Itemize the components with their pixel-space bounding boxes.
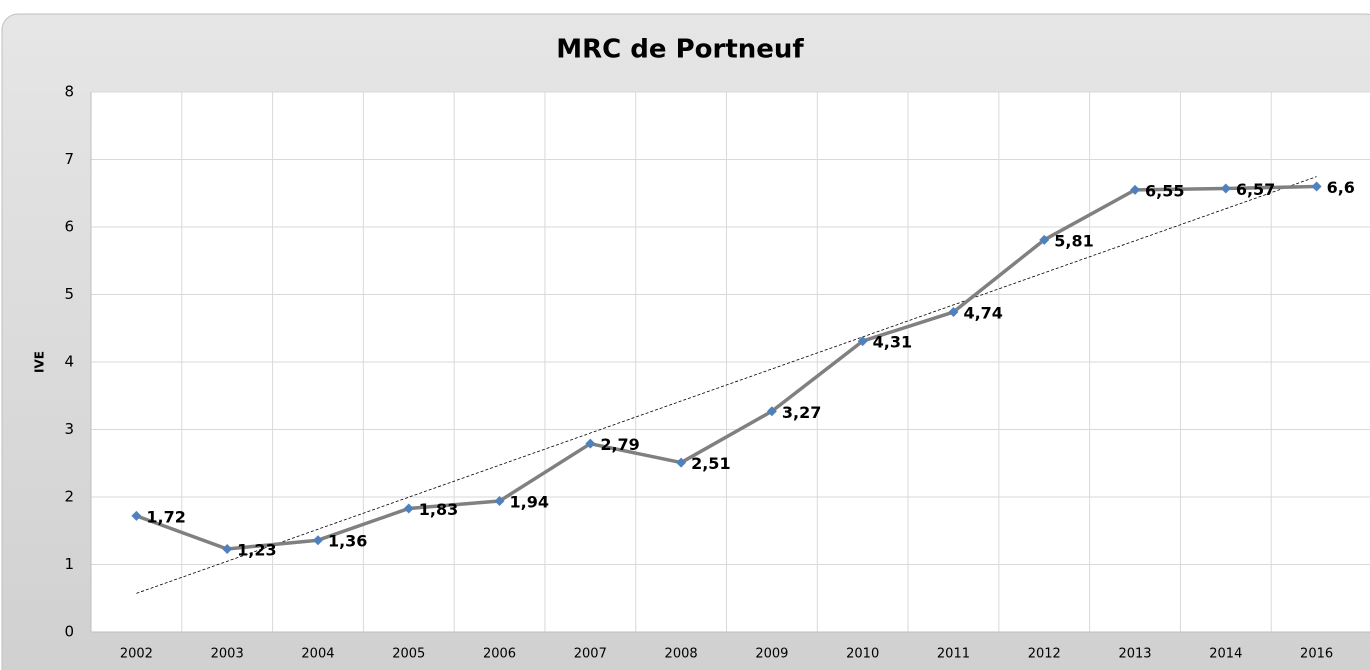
y-tick-label: 4 <box>64 353 74 371</box>
x-tick-label: 2009 <box>755 647 788 662</box>
y-tick-label: 3 <box>64 420 74 438</box>
data-marker <box>766 406 777 417</box>
x-tick-label: 2016 <box>1300 647 1333 662</box>
y-tick-label: 8 <box>64 83 74 101</box>
data-marker <box>1311 181 1322 192</box>
x-tick-label: 2005 <box>392 647 425 662</box>
data-line <box>135 184 1317 551</box>
y-tick-label: 7 <box>64 150 74 168</box>
data-label: 1,94 <box>510 493 549 512</box>
data-marker <box>1220 183 1231 194</box>
data-marker <box>1130 184 1141 195</box>
x-tick-label: 2003 <box>211 647 244 662</box>
data-marker <box>676 457 687 468</box>
chart-title: MRC de Portneuf <box>556 35 804 65</box>
y-tick-label: 1 <box>64 555 74 573</box>
x-tick-label: 2007 <box>574 647 607 662</box>
data-label: 6,55 <box>1145 181 1184 200</box>
x-tick-label: 2010 <box>846 647 879 662</box>
data-marker <box>494 496 505 507</box>
y-axis-label: IVE <box>33 351 47 373</box>
x-tick-label: 2013 <box>1118 647 1151 662</box>
data-label: 1,83 <box>419 500 458 519</box>
trendline <box>136 176 1317 594</box>
data-label: 1,23 <box>237 540 276 559</box>
x-tick-label: 2004 <box>301 647 334 662</box>
y-tick-label: 2 <box>64 488 74 506</box>
data-marker <box>131 510 142 521</box>
y-tick-label: 0 <box>64 623 74 641</box>
x-tick-label: 2006 <box>483 647 516 662</box>
data-marker <box>403 503 414 514</box>
data-label: 3,27 <box>782 403 821 422</box>
data-label: 2,79 <box>600 435 639 454</box>
data-label: 6,57 <box>1236 180 1275 199</box>
data-marker <box>585 438 596 449</box>
x-tick-label: 2011 <box>937 647 970 662</box>
x-tick-label: 2012 <box>1028 647 1061 662</box>
data-label: 1,36 <box>328 532 367 551</box>
data-marker <box>312 535 323 546</box>
data-label: 4,74 <box>963 304 1002 323</box>
x-tick-label: 2008 <box>665 647 698 662</box>
data-label: 4,31 <box>873 333 912 352</box>
data-marker <box>222 543 233 554</box>
data-marker <box>857 336 868 347</box>
x-tick-label: 2014 <box>1209 647 1242 662</box>
data-label: 1,72 <box>146 507 185 526</box>
x-tick-label: 2002 <box>120 647 153 662</box>
data-marker <box>1039 234 1050 245</box>
data-label: 6,6 <box>1327 178 1355 197</box>
data-label: 5,81 <box>1054 231 1093 250</box>
y-tick-label: 5 <box>64 285 74 303</box>
data-label: 2,51 <box>691 454 730 473</box>
data-marker <box>948 307 959 318</box>
y-tick-label: 6 <box>64 218 74 236</box>
